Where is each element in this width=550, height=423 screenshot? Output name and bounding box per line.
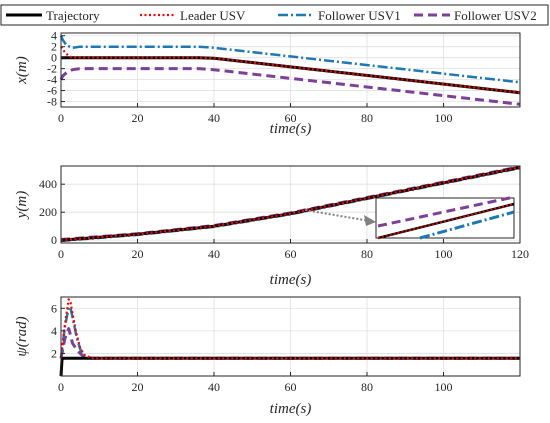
y-xtick-label: 120 bbox=[511, 247, 529, 261]
x-xtick-label: 20 bbox=[132, 111, 144, 125]
psi-xtick-label: 0 bbox=[58, 380, 64, 394]
legend-label-trajectory: Trajectory bbox=[46, 8, 100, 23]
x-xtick-label: 0 bbox=[58, 111, 64, 125]
heading-panel: 0 20 40 60 80 100 2 4 6 time(s) ψ(rad) bbox=[14, 296, 521, 417]
y-ylabel: y(m) bbox=[14, 191, 30, 220]
x-series-leader-usv bbox=[60, 46, 521, 94]
y-xlabel: time(s) bbox=[270, 272, 312, 288]
x-xlabel: time(s) bbox=[270, 121, 312, 137]
y-ytick-label: 200 bbox=[39, 205, 57, 219]
legend-label-follower-usv1: Follower USV1 bbox=[318, 8, 401, 23]
x-ytick-label: 0 bbox=[51, 51, 57, 65]
psi-ytick-label: 2 bbox=[51, 346, 57, 360]
psi-ytick-label: 6 bbox=[51, 301, 57, 315]
x-series-follower-usv2 bbox=[59, 67, 521, 106]
inset-follower-usv2 bbox=[377, 195, 515, 228]
psi-ylabel: ψ(rad) bbox=[14, 316, 30, 356]
psi-xtick-label: 20 bbox=[132, 380, 144, 394]
x-ytick-label: -2 bbox=[47, 62, 57, 76]
x-ytick-label: -6 bbox=[47, 84, 57, 98]
y-xtick-label: 100 bbox=[435, 247, 453, 261]
legend-box bbox=[0, 4, 549, 26]
y-xtick-label: 40 bbox=[208, 247, 220, 261]
legend: Trajectory Leader USV Follower USV1 Followe… bbox=[0, 4, 549, 26]
y-xtick-label: 20 bbox=[132, 247, 144, 261]
zoom-inset bbox=[304, 195, 515, 240]
y-series-leader-usv bbox=[60, 166, 521, 242]
x-ytick-label: -4 bbox=[47, 73, 57, 87]
x-xtick-label: 60 bbox=[285, 111, 297, 125]
y-xtick-label: 0 bbox=[58, 247, 64, 261]
inset-leader-usv bbox=[377, 203, 515, 239]
x-ytick-label: 2 bbox=[51, 40, 57, 54]
y-ytick-label: 400 bbox=[39, 177, 57, 191]
inset-follower-usv1 bbox=[419, 210, 515, 240]
zoom-arrow bbox=[304, 209, 371, 222]
y-xtick-label: 80 bbox=[361, 247, 373, 261]
psi-series-leader-usv bbox=[59, 298, 520, 360]
x-xtick-label: 100 bbox=[435, 111, 453, 125]
psi-series-follower-usv2 bbox=[59, 327, 520, 360]
y-ytick-label: 0 bbox=[51, 233, 57, 247]
legend-label-leader-usv: Leader USV bbox=[180, 8, 246, 23]
x-ytick-label: 4 bbox=[51, 29, 57, 43]
psi-xlabel: time(s) bbox=[270, 401, 312, 417]
psi-xtick-label: 80 bbox=[361, 380, 373, 394]
x-ylabel: x(m) bbox=[14, 56, 30, 84]
x-xtick-label: 40 bbox=[208, 111, 220, 125]
legend-label-follower-usv2: Follower USV2 bbox=[454, 8, 537, 23]
psi-xtick-label: 40 bbox=[208, 380, 220, 394]
psi-ytick-label: 4 bbox=[51, 324, 57, 338]
x-ytick-label: -8 bbox=[47, 95, 57, 109]
x-xtick-label: 80 bbox=[361, 111, 373, 125]
x-series-follower-usv1 bbox=[59, 35, 521, 84]
psi-xtick-label: 60 bbox=[285, 380, 297, 394]
zoom-arrow-head bbox=[364, 215, 376, 226]
y-xtick-label: 60 bbox=[285, 247, 297, 261]
psi-xtick-label: 100 bbox=[435, 380, 453, 394]
